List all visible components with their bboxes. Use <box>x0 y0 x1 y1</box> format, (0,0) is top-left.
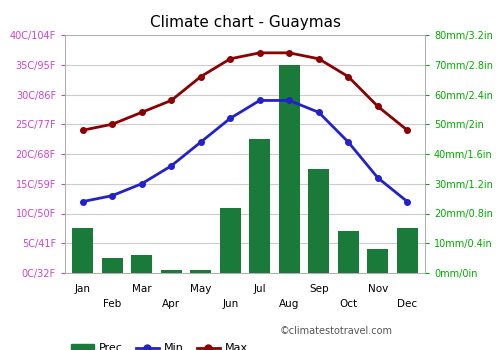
Text: Mar: Mar <box>132 284 152 294</box>
Text: Jul: Jul <box>254 284 266 294</box>
Text: ©climatestotravel.com: ©climatestotravel.com <box>280 326 393 336</box>
Bar <box>132 255 152 273</box>
Bar <box>338 231 358 273</box>
Bar <box>397 229 417 273</box>
Text: Jun: Jun <box>222 299 238 309</box>
Text: Aug: Aug <box>279 299 299 309</box>
Bar <box>368 249 388 273</box>
Text: May: May <box>190 284 212 294</box>
Text: Sep: Sep <box>309 284 328 294</box>
Text: Feb: Feb <box>103 299 122 309</box>
Bar <box>250 139 270 273</box>
Text: Oct: Oct <box>339 299 357 309</box>
Text: Dec: Dec <box>397 299 417 309</box>
Text: Jan: Jan <box>74 284 90 294</box>
Bar <box>190 270 211 273</box>
Bar <box>220 208 240 273</box>
Bar <box>308 169 329 273</box>
Text: Nov: Nov <box>368 284 388 294</box>
Bar <box>102 258 122 273</box>
Bar <box>161 270 182 273</box>
Title: Climate chart - Guaymas: Climate chart - Guaymas <box>150 15 340 30</box>
Bar <box>72 229 93 273</box>
Text: Apr: Apr <box>162 299 180 309</box>
Legend: Prec, Min, Max: Prec, Min, Max <box>67 339 252 350</box>
Bar <box>279 65 299 273</box>
